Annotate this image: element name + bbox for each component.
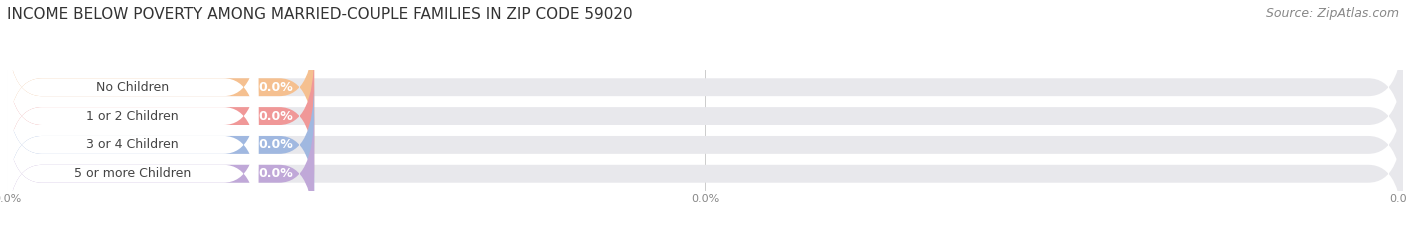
Text: INCOME BELOW POVERTY AMONG MARRIED-COUPLE FAMILIES IN ZIP CODE 59020: INCOME BELOW POVERTY AMONG MARRIED-COUPL… <box>7 7 633 22</box>
Text: Source: ZipAtlas.com: Source: ZipAtlas.com <box>1265 7 1399 20</box>
Text: 1 or 2 Children: 1 or 2 Children <box>86 110 179 123</box>
FancyBboxPatch shape <box>7 111 314 233</box>
Text: 0.0%: 0.0% <box>259 138 294 151</box>
FancyBboxPatch shape <box>7 53 259 179</box>
FancyBboxPatch shape <box>7 82 1403 208</box>
Text: 0.0%: 0.0% <box>259 167 294 180</box>
FancyBboxPatch shape <box>7 53 314 179</box>
FancyBboxPatch shape <box>7 111 1403 233</box>
Text: 3 or 4 Children: 3 or 4 Children <box>86 138 179 151</box>
FancyBboxPatch shape <box>7 82 259 208</box>
FancyBboxPatch shape <box>7 53 1403 179</box>
Text: 0.0%: 0.0% <box>259 110 294 123</box>
Text: No Children: No Children <box>96 81 169 94</box>
Text: 5 or more Children: 5 or more Children <box>75 167 191 180</box>
FancyBboxPatch shape <box>7 24 1403 150</box>
FancyBboxPatch shape <box>7 111 259 233</box>
FancyBboxPatch shape <box>7 24 314 150</box>
FancyBboxPatch shape <box>7 82 314 208</box>
FancyBboxPatch shape <box>7 24 259 150</box>
Text: 0.0%: 0.0% <box>259 81 294 94</box>
